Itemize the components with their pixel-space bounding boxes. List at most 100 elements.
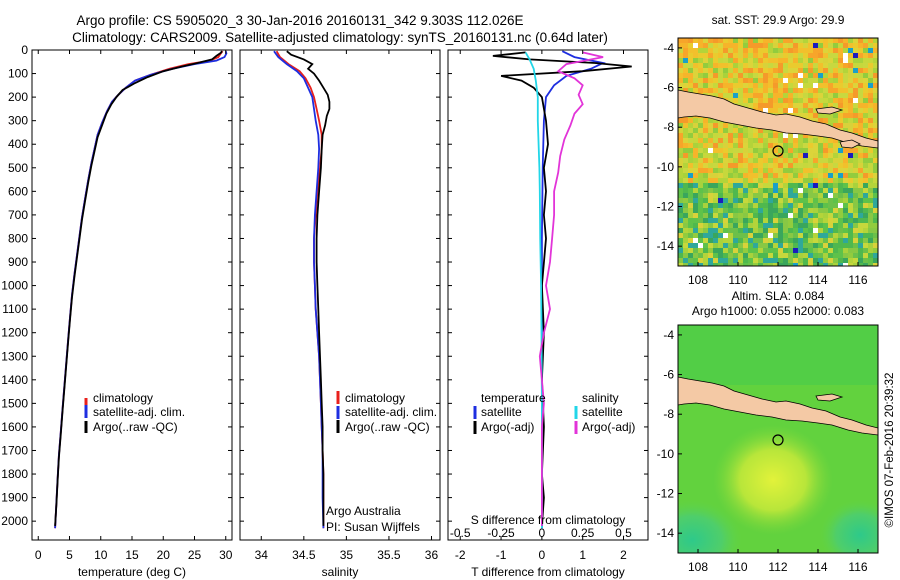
sst-cell xyxy=(823,163,829,169)
sst-cell xyxy=(848,78,854,84)
sst-cell xyxy=(723,73,729,79)
sst-cell xyxy=(768,223,774,229)
sst-cell xyxy=(813,243,819,249)
sst-cell xyxy=(678,83,684,89)
sst-cell xyxy=(753,98,759,104)
sst-cell xyxy=(818,253,824,259)
sst-cell xyxy=(838,43,844,49)
sst-cell xyxy=(763,258,769,264)
sst-cell xyxy=(758,83,764,89)
sst-cell xyxy=(768,53,774,59)
sst-cell xyxy=(788,78,794,84)
sst-cell xyxy=(853,188,859,194)
sst-cell xyxy=(778,183,784,189)
sst-cell xyxy=(763,203,769,209)
sst-cell xyxy=(768,258,774,264)
series-line-argo-raw-qc xyxy=(286,50,331,526)
sst-cell xyxy=(818,38,824,44)
sst-cell xyxy=(698,163,704,169)
sst-cell xyxy=(828,178,834,184)
sst-cell xyxy=(678,128,684,134)
sst-cell xyxy=(863,183,869,189)
sst-cell xyxy=(783,263,789,266)
sst-cell xyxy=(798,143,804,149)
sst-cell xyxy=(863,148,869,154)
salinity-diff-tick-label: -0.5 xyxy=(450,526,471,540)
sst-cell xyxy=(723,143,729,149)
sst-cell xyxy=(803,228,809,234)
sst-cell xyxy=(763,168,769,174)
sst-cell xyxy=(843,188,849,194)
sst-cell xyxy=(708,263,714,266)
sst-cell xyxy=(738,238,744,244)
sst-cell xyxy=(823,168,829,174)
sst-cell xyxy=(858,38,864,44)
sst-cell xyxy=(738,128,744,134)
sst-cell xyxy=(763,238,769,244)
sst-cell xyxy=(693,213,699,219)
sst-cell xyxy=(693,53,699,59)
sst-cell xyxy=(818,258,824,264)
sst-cell xyxy=(873,178,878,184)
sst-cell xyxy=(778,108,784,114)
sst-cell xyxy=(853,63,859,69)
sst-cell xyxy=(748,68,754,74)
sst-cell xyxy=(763,178,769,184)
sst-cell xyxy=(713,228,719,234)
sst-cell xyxy=(708,58,714,64)
sst-cell xyxy=(678,78,684,84)
sst-cell xyxy=(763,88,769,94)
sst-cell xyxy=(743,43,749,49)
sst-cell xyxy=(713,208,719,214)
legend-label-sal-satellite: satellite xyxy=(582,405,623,419)
sst-cell xyxy=(773,43,779,49)
sst-cell xyxy=(803,133,809,139)
sst-cell xyxy=(693,193,699,199)
sst-cell xyxy=(708,168,714,174)
sst-cell xyxy=(733,73,739,79)
sst-cell xyxy=(858,178,864,184)
sst-cell xyxy=(828,218,834,224)
sst-cell xyxy=(808,103,814,109)
sst-map-argo-marker xyxy=(772,145,784,157)
legend-label-temp-satellite: satellite xyxy=(481,405,522,419)
sst-cell xyxy=(723,203,729,209)
sst-cell xyxy=(873,168,878,174)
sst-cell xyxy=(708,163,714,169)
sla-map-land xyxy=(678,376,878,436)
sst-cell xyxy=(733,153,739,159)
sst-cell xyxy=(718,193,724,199)
sst-cell xyxy=(778,213,784,219)
sst-cell xyxy=(718,123,724,129)
sst-cell xyxy=(723,83,729,89)
sst-map-axes: 108 110 112 114 116-4-6-8-10-12-14 xyxy=(657,41,868,287)
sst-cell xyxy=(773,158,779,164)
sst-cell xyxy=(823,173,829,179)
sst-cell xyxy=(698,233,704,239)
sst-cell xyxy=(863,153,869,159)
map-y-tick-label: -8 xyxy=(663,407,674,421)
map-y-tick-label: -8 xyxy=(663,120,674,134)
sst-cell xyxy=(698,128,704,134)
sst-cell xyxy=(793,178,799,184)
sst-cell xyxy=(723,158,729,164)
sst-cell xyxy=(688,183,694,189)
sla-map-title-line2: Argo h1000: 0.055 h2000: 0.083 xyxy=(692,304,864,318)
sst-cell xyxy=(723,88,729,94)
x-tick-label: 25 xyxy=(188,548,202,562)
sst-cell xyxy=(818,48,824,54)
sst-cell xyxy=(688,63,694,69)
x-tick-label: 1 xyxy=(579,548,586,562)
sst-cell xyxy=(763,243,769,249)
sst-cell xyxy=(703,263,709,266)
sst-cell xyxy=(813,138,819,144)
sst-cell xyxy=(818,208,824,214)
sst-cell xyxy=(793,138,799,144)
sst-cell xyxy=(828,103,834,109)
sst-cell xyxy=(843,128,849,134)
sst-cell xyxy=(818,163,824,169)
x-tick-label: 35.5 xyxy=(377,548,401,562)
sst-cell xyxy=(758,93,764,99)
sst-cell xyxy=(848,168,854,174)
sst-cell xyxy=(773,143,779,149)
